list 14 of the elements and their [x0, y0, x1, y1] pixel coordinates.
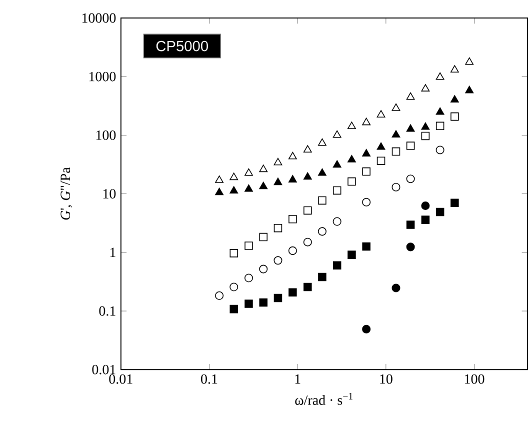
x-axis-title: ω/rad · s$^{−1}$ [295, 393, 352, 406]
y-tick-label: 0.01 [92, 365, 116, 375]
annotation: CP5000 [156, 41, 208, 52]
y-tick-label: 100 [96, 130, 116, 140]
y-tick-label: 1000 [89, 72, 116, 82]
x-tick-label: 0.1 [201, 374, 218, 384]
y-axis-title: G', G"/Pa [60, 168, 72, 220]
x-tick-label: 1 [295, 374, 300, 384]
y-tick-label: 10000 [82, 13, 116, 23]
x-tick-label: 10 [380, 374, 392, 384]
y-tick-label: 1 [110, 248, 116, 258]
y-tick-label: 0.1 [99, 306, 116, 316]
x-tick-label: 100 [465, 374, 484, 384]
y-tick-label: 10 [103, 189, 116, 199]
